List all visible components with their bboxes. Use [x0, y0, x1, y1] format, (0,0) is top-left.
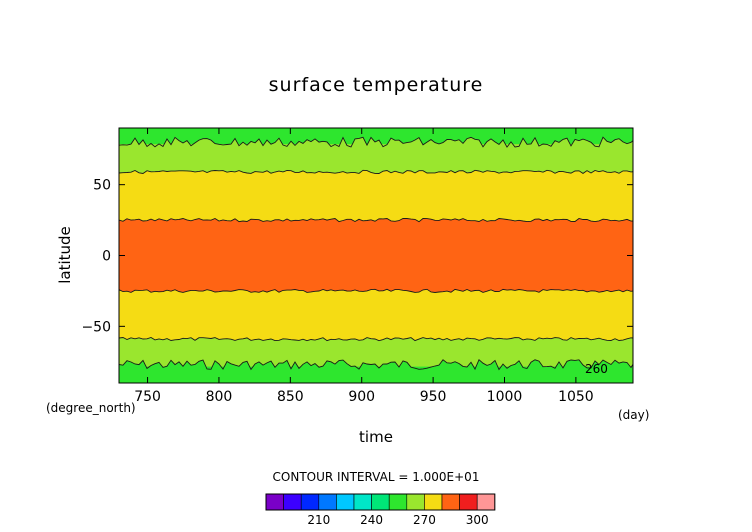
colorbar-segment — [441, 493, 460, 511]
colorbar-tick-label: 300 — [466, 513, 489, 527]
temperature-bands — [119, 128, 633, 383]
colorbar-segment — [371, 493, 390, 511]
x-tick-label: 950 — [420, 389, 447, 405]
contour-line-4 — [119, 169, 633, 174]
band-edge-fill-3 — [119, 218, 633, 233]
colorbar-segment — [459, 493, 478, 511]
colorbar-segment — [318, 493, 337, 511]
x-axis-unit: (day) — [618, 408, 649, 422]
x-tick-label: 1050 — [558, 389, 594, 405]
band-edge-fill-1 — [119, 337, 633, 352]
x-tick-label: 850 — [277, 389, 304, 405]
x-tick-label: 900 — [348, 389, 375, 405]
y-axis-unit: (degree_north) — [46, 401, 136, 415]
colorbar-segment — [406, 493, 425, 511]
chart-title: surface temperature — [269, 74, 484, 96]
colorbar-segment — [336, 493, 355, 511]
y-tick-label: −50 — [81, 319, 111, 335]
contour-line-5 — [119, 136, 633, 148]
colorbar-segment — [424, 493, 443, 511]
contour-line-3 — [119, 217, 633, 223]
band-edge-fill-4 — [119, 170, 633, 184]
contour-interval-text: CONTOUR INTERVAL = 1.000E+01 — [273, 470, 480, 484]
x-axis-ticks: 750 800 850 900 950 1000 1050 — [134, 128, 594, 405]
colorbar-segment — [476, 493, 496, 511]
y-tick-label: 50 — [93, 178, 111, 194]
colorbar-tick-label: 240 — [360, 513, 383, 527]
colorbar-segment — [388, 493, 408, 511]
contour-line-1 — [119, 337, 633, 342]
y-axis-label: latitude — [56, 226, 74, 284]
x-tick-label: 750 — [134, 389, 161, 405]
contour-label-260: 260 — [585, 362, 608, 376]
colorbar-segment — [353, 493, 372, 511]
colorbar-tick-label: 270 — [413, 513, 436, 527]
colorbar-tick-label: 210 — [307, 513, 330, 527]
y-tick-label: 0 — [102, 249, 111, 265]
colorbar-segment — [283, 493, 302, 511]
x-tick-label: 1000 — [487, 389, 523, 405]
colorbar-segment — [265, 493, 284, 511]
x-axis-label: time — [359, 428, 393, 446]
band-edge-fill-0 — [119, 359, 633, 377]
contour-line-0 — [119, 358, 633, 371]
contour-line-2 — [119, 288, 633, 293]
band-edge-fill-5 — [119, 137, 633, 155]
band-edge-fill-2 — [119, 289, 633, 303]
y-axis-ticks: −50 0 50 — [81, 178, 633, 335]
colorbar-frame — [265, 493, 496, 511]
x-tick-label: 800 — [206, 389, 233, 405]
colorbar: 210 240 270 300 — [265, 493, 496, 527]
colorbar-segment — [300, 493, 320, 511]
contour-lines — [119, 136, 633, 371]
